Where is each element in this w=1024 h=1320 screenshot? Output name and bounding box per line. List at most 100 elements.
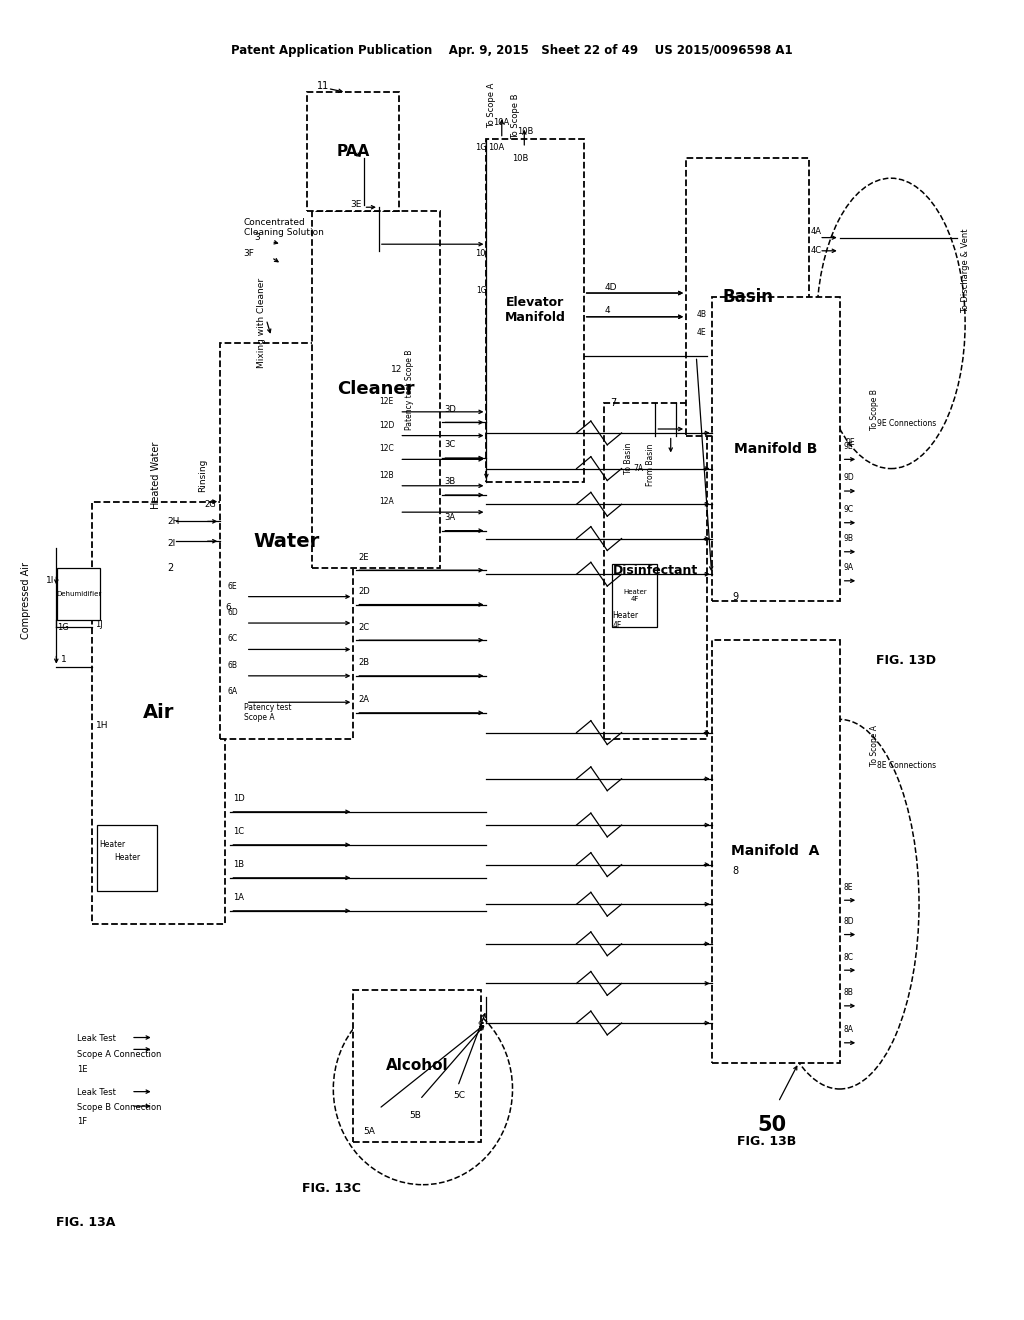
Text: 8E: 8E [844,883,853,891]
Text: To Scope B: To Scope B [511,94,519,139]
Text: Leak Test: Leak Test [77,1089,116,1097]
Text: 2B: 2B [358,659,370,667]
Text: 8A: 8A [844,1026,854,1034]
Text: 6D: 6D [227,609,238,616]
Text: 8B: 8B [844,989,854,997]
Text: 3F: 3F [244,249,255,257]
FancyBboxPatch shape [686,158,809,436]
Text: Basin: Basin [722,288,773,306]
Text: Water: Water [254,532,319,550]
Text: 6B: 6B [227,661,238,669]
Text: 4B: 4B [696,310,707,318]
FancyBboxPatch shape [307,92,399,211]
Text: 5C: 5C [454,1092,466,1100]
FancyBboxPatch shape [92,502,225,924]
FancyBboxPatch shape [97,825,157,891]
Text: 5A: 5A [364,1127,376,1135]
Text: 3A: 3A [444,513,456,521]
Text: 1E: 1E [77,1065,87,1073]
Text: 9B: 9B [844,535,854,543]
Text: 12E: 12E [379,397,393,405]
Text: 2C: 2C [358,623,370,631]
Text: To Discharge & Vent: To Discharge & Vent [962,228,970,313]
Text: 1C: 1C [233,828,245,836]
Text: 9E Connections: 9E Connections [877,420,936,428]
Text: 4: 4 [604,306,609,314]
Text: 7: 7 [610,397,616,408]
Text: 8D: 8D [844,917,854,925]
FancyBboxPatch shape [312,211,440,568]
Text: Heated Water: Heated Water [151,441,161,510]
Text: 8C: 8C [844,953,854,961]
Text: 1D: 1D [233,795,245,803]
Text: To Scope A: To Scope A [487,83,496,128]
Text: 7A: 7A [633,465,643,473]
Text: 10B: 10B [517,128,534,136]
Text: 2I: 2I [167,540,175,548]
Text: 2H: 2H [167,517,179,525]
Text: 3C: 3C [444,441,456,449]
Text: Patency test Scope B: Patency test Scope B [406,350,414,429]
Text: 1G: 1G [57,623,69,631]
Text: Patent Application Publication    Apr. 9, 2015   Sheet 22 of 49    US 2015/00965: Patent Application Publication Apr. 9, 2… [231,44,793,57]
Text: 9C: 9C [844,506,854,513]
Text: Dehumidifier: Dehumidifier [56,591,101,597]
Text: 9: 9 [732,591,738,602]
Text: 10A: 10A [494,119,510,127]
Text: 6: 6 [225,603,231,611]
Text: Elevator
Manifold: Elevator Manifold [505,296,565,325]
Text: 1G: 1G [475,144,486,152]
Text: 3D: 3D [444,405,457,413]
Text: Rinsing: Rinsing [199,458,207,492]
Text: 1A: 1A [233,894,245,902]
Text: Manifold  A: Manifold A [731,845,820,858]
Text: PAA: PAA [337,144,370,160]
Text: 2: 2 [167,562,173,573]
Text: 50: 50 [758,1114,786,1135]
Text: 6E: 6E [227,582,237,590]
Text: From Basin: From Basin [646,444,654,486]
Text: Air: Air [143,704,174,722]
Text: 4A: 4A [811,227,822,235]
Text: 12A: 12A [379,498,393,506]
Text: 1I: 1I [46,577,54,585]
Text: FIG. 13B: FIG. 13B [737,1135,797,1148]
Text: 6C: 6C [227,635,238,643]
Text: 2G: 2G [205,500,216,508]
Text: 10B: 10B [512,154,528,162]
Text: FIG. 13A: FIG. 13A [56,1216,116,1229]
Text: 3B: 3B [444,478,456,486]
Text: Disinfectant: Disinfectant [612,565,698,577]
Text: 3: 3 [254,234,260,242]
Text: 9A: 9A [844,564,854,572]
Text: Alcohol: Alcohol [386,1059,449,1073]
Text: 8: 8 [732,866,738,876]
FancyBboxPatch shape [604,403,707,739]
Text: 9D: 9D [844,474,854,482]
Text: Heater
4F: Heater 4F [623,589,647,602]
Text: 1G: 1G [476,286,486,294]
Text: 10A: 10A [488,144,505,152]
Text: Scope B Connection: Scope B Connection [77,1104,162,1111]
Text: FIG. 13C: FIG. 13C [302,1181,360,1195]
Text: To Basin: To Basin [625,442,633,474]
Text: 1J: 1J [95,620,103,628]
Text: 12C: 12C [379,445,393,453]
Text: Cleaner: Cleaner [338,380,415,399]
FancyBboxPatch shape [712,640,840,1063]
Text: To Scope B: To Scope B [870,389,879,429]
Text: 4D: 4D [604,284,616,292]
FancyBboxPatch shape [57,568,100,620]
Text: Heater: Heater [114,854,140,862]
Text: 1F: 1F [77,1118,87,1126]
Text: 4C: 4C [811,247,822,255]
Text: Compressed Air: Compressed Air [20,562,31,639]
Text: 1: 1 [61,656,68,664]
Text: 2E: 2E [358,553,369,561]
Text: Leak Test: Leak Test [77,1035,116,1043]
FancyBboxPatch shape [220,343,353,739]
Text: 2A: 2A [358,696,370,704]
Text: 10: 10 [475,249,485,257]
FancyBboxPatch shape [353,990,481,1142]
Text: Scope A Connection: Scope A Connection [77,1051,161,1059]
